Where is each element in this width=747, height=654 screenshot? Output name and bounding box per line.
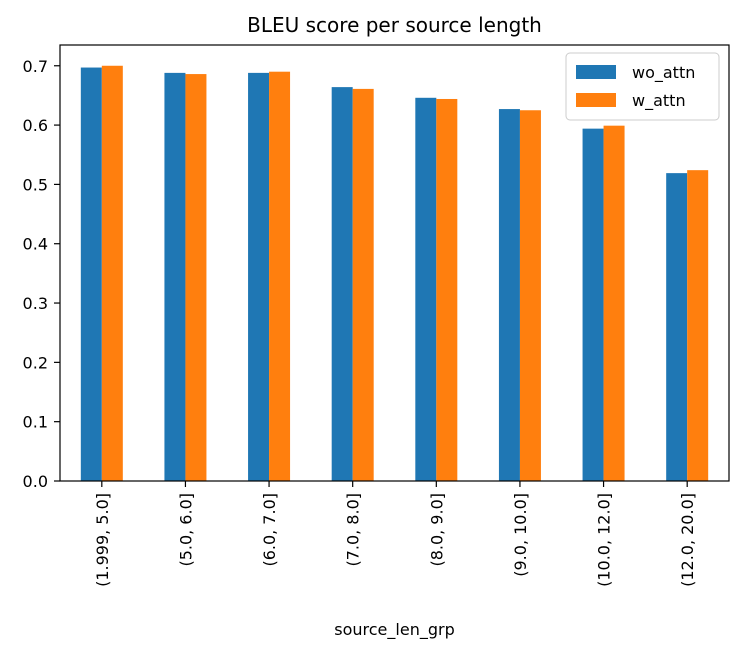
y-axis: 0.0 0.1 0.2 0.3 0.4 0.5 0.6 0.7 [23,57,60,491]
y-tick-label: 0.2 [23,353,48,372]
bar-w_attn-3 [352,88,374,481]
bar-wo_attn-5 [498,109,520,481]
bar-w_attn-2 [269,71,291,481]
legend-label-wo_attn: wo_attn [632,63,695,83]
plot-frame [59,44,730,482]
bar-w_attn-7 [687,170,709,482]
bar-wo_attn-6 [582,128,604,482]
y-tick-label: 0.5 [23,175,48,194]
bar-w_attn-1 [185,74,207,482]
bar-w_attn-4 [436,98,458,481]
bar-wo_attn-4 [415,97,437,481]
legend: wo_attn w_attn [565,52,720,121]
y-tick-label: 0.1 [23,413,48,432]
x-tick-label: (6.0, 7.0] [260,493,279,567]
x-axis-label: source_len_grp [334,620,454,640]
x-tick-label: (10.0, 12.0] [595,493,614,587]
y-tick-label: 0.4 [23,235,48,254]
x-tick-label: (12.0, 20.0] [678,493,697,587]
x-tick-label: (1.999, 5.0] [93,493,112,587]
legend-label-w_attn: w_attn [632,91,686,111]
bar-wo_attn-1 [164,72,186,481]
bar-w_attn-6 [603,125,625,481]
x-axis: (1.999, 5.0] (5.0, 6.0] (6.0, 7.0] (7.0, 8.… [93,481,697,587]
y-tick-label: 0.3 [23,294,48,313]
legend-swatch-wo_attn [576,65,616,79]
x-tick-label: (9.0, 10.0] [511,493,530,577]
bar-wo_attn-0 [80,67,102,481]
bar-w_attn-0 [101,65,123,481]
chart-title: BLEU score per source length [247,13,542,37]
bar-wo_attn-7 [666,173,688,481]
y-tick-label: 0.6 [23,116,48,135]
bars-group [80,65,709,482]
legend-swatch-w_attn [576,93,616,107]
bar-wo_attn-3 [331,87,353,481]
x-tick-label: (5.0, 6.0] [176,493,195,567]
y-tick-label: 0.7 [23,57,48,76]
bar-w_attn-5 [519,110,541,481]
x-tick-label: (7.0, 8.0] [344,493,363,567]
x-tick-label: (8.0, 9.0] [427,493,446,567]
y-tick-label: 0.0 [23,472,48,491]
bar-wo_attn-2 [248,72,270,481]
